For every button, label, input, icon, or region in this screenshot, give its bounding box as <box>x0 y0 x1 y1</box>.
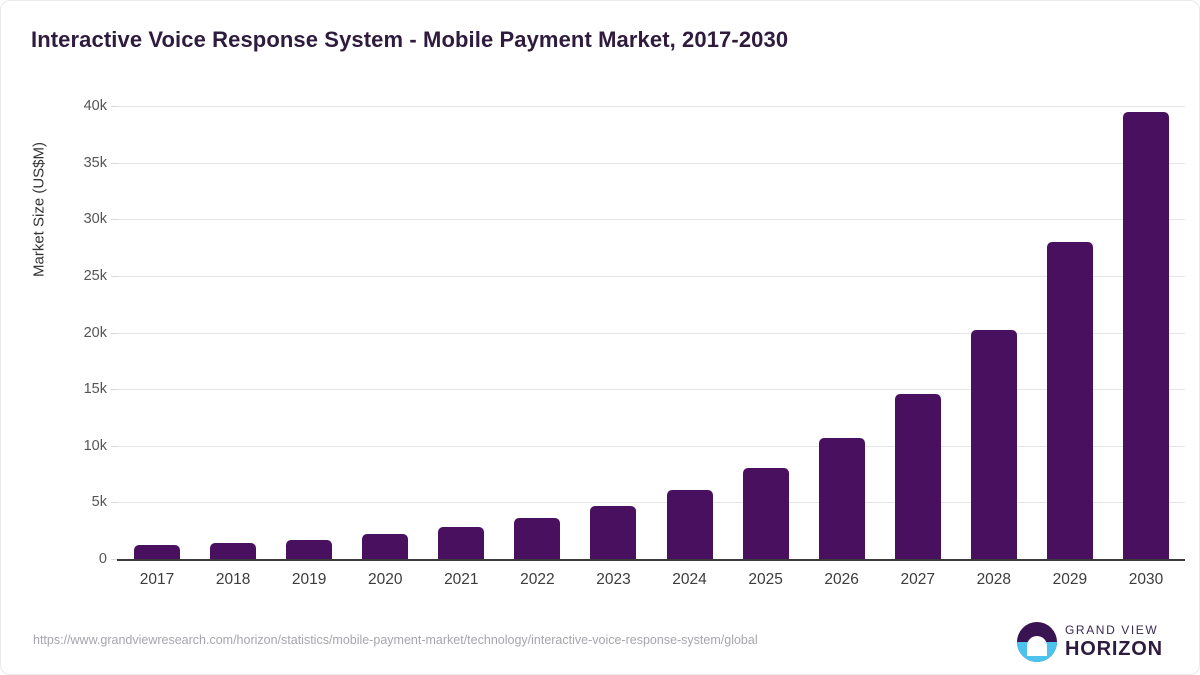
logo-wordmark: GRAND VIEW HORIZON <box>1065 623 1163 661</box>
y-tick-label: 35k <box>83 154 107 171</box>
x-tick-label-2018: 2018 <box>215 571 251 588</box>
y-tick-mark <box>111 219 118 221</box>
bar-2017[interactable] <box>134 545 181 559</box>
bar-2020[interactable] <box>362 534 409 559</box>
bar-2023[interactable] <box>590 506 637 559</box>
bar-2019[interactable] <box>286 539 333 559</box>
y-tick-label: 40k <box>83 98 107 114</box>
x-tick-label-2022: 2022 <box>520 571 555 588</box>
y-tick-mark <box>111 445 118 447</box>
gridline <box>117 106 1185 107</box>
x-tick-label-2025: 2025 <box>748 571 783 588</box>
y-tick-mark <box>111 502 118 504</box>
bar-2018[interactable] <box>210 542 257 559</box>
y-tick-mark <box>111 559 118 560</box>
x-tick-label-2017: 2017 <box>139 571 175 588</box>
y-tick-label: 10k <box>83 437 107 454</box>
y-tick-label: 15k <box>83 381 107 398</box>
x-tick-label-2023: 2023 <box>596 571 631 588</box>
y-tick-label: 5k <box>91 494 107 511</box>
x-tick-label-2027: 2027 <box>900 571 935 588</box>
y-tick-mark <box>111 389 118 391</box>
bar-2030[interactable] <box>1122 111 1169 559</box>
gridline <box>117 502 1185 504</box>
x-axis-line <box>117 559 1185 561</box>
grand-view-horizon-logo[interactable]: GRAND VIEW HORIZON <box>1017 620 1177 664</box>
bar-2025[interactable] <box>742 468 789 559</box>
y-tick-label: 0 <box>98 551 107 567</box>
y-tick-label: 30k <box>83 211 107 228</box>
x-tick-label-2021: 2021 <box>444 571 479 588</box>
y-axis-ticks: 0 5k 10k 15k 20k 25k 30k 35k 40k <box>43 1 107 674</box>
bar-2024[interactable] <box>666 490 713 559</box>
page-title: Interactive Voice Response System - Mobi… <box>31 27 789 52</box>
bar-2022[interactable] <box>514 518 561 559</box>
x-tick-label-2020: 2020 <box>368 571 403 588</box>
x-tick-label-2026: 2026 <box>824 571 859 588</box>
bar-2027[interactable] <box>894 393 941 559</box>
x-tick-label-2029: 2029 <box>1052 571 1088 588</box>
x-tick-label-2024: 2024 <box>672 571 707 588</box>
y-tick-mark <box>111 332 118 334</box>
y-tick-mark <box>111 106 118 107</box>
logo-top-text: GRAND VIEW <box>1065 623 1159 637</box>
x-tick-label-2030: 2030 <box>1128 571 1164 588</box>
source-url[interactable]: https://www.grandviewresearch.com/horizo… <box>33 633 758 647</box>
gridline <box>117 275 1185 277</box>
gridline <box>117 332 1185 334</box>
gridline <box>117 219 1185 221</box>
logo-line-2 <box>1031 650 1043 653</box>
gridline <box>117 445 1185 447</box>
x-tick-label-2019: 2019 <box>291 571 327 588</box>
bar-2028[interactable] <box>970 330 1017 559</box>
bar-2026[interactable] <box>818 437 865 559</box>
gridline <box>117 162 1185 164</box>
gridline <box>117 389 1185 391</box>
logo-line-1 <box>1029 646 1045 649</box>
y-tick-mark <box>111 275 118 277</box>
x-tick-label-2028: 2028 <box>976 571 1012 588</box>
y-tick-mark <box>111 162 118 164</box>
y-tick-label: 25k <box>83 267 107 284</box>
bar-2021[interactable] <box>438 526 485 559</box>
logo-bottom-text: HORIZON <box>1065 638 1163 660</box>
y-tick-label: 20k <box>83 324 107 341</box>
logo-dome-shape <box>1027 635 1047 656</box>
bar-2029[interactable] <box>1046 241 1093 559</box>
horizon-sun-icon <box>1017 622 1057 662</box>
